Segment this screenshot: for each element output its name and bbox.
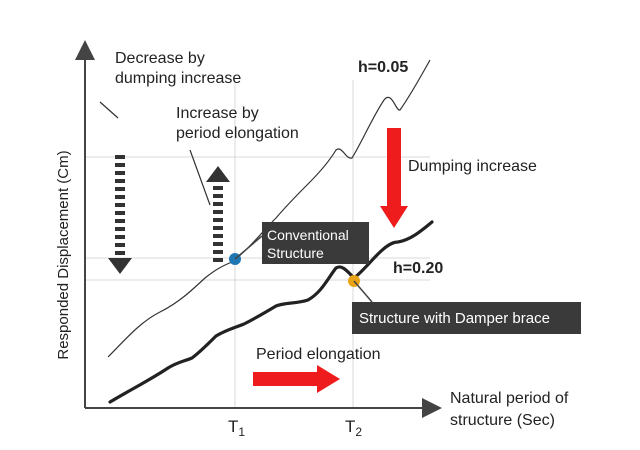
increase-arrow-head bbox=[206, 166, 230, 182]
h-high-label: h=0.20 bbox=[393, 260, 443, 277]
dumping-increase-arrow bbox=[380, 128, 408, 228]
conventional-callout-bg bbox=[262, 222, 369, 264]
dumping-arrow-head bbox=[380, 206, 408, 228]
conventional-leader bbox=[234, 235, 263, 260]
t1-label: T1 bbox=[228, 417, 245, 439]
dumping-increase-label: Dumping increase bbox=[408, 158, 537, 175]
period-arrow-shaft bbox=[253, 372, 319, 386]
y-axis-label: Responded Displacement (Cm) bbox=[55, 150, 72, 359]
period-arrow-head bbox=[317, 365, 340, 393]
curve-h-high bbox=[108, 220, 434, 404]
x-axis-label-line2: structure (Sec) bbox=[450, 412, 555, 429]
dumping-arrow-shaft bbox=[387, 128, 401, 208]
decrease-label-line1: Decrease by bbox=[115, 50, 205, 67]
conventional-callout-line1: Conventional bbox=[267, 227, 349, 243]
h-low-label: h=0.05 bbox=[358, 59, 408, 76]
decrease-label-line2: dumping increase bbox=[115, 70, 241, 87]
t2-label: T2 bbox=[345, 417, 362, 439]
x-axis-label-line1: Natural period of bbox=[450, 390, 569, 407]
period-elongation-label: Period elongation bbox=[256, 346, 381, 363]
conventional-callout: Conventional Structure bbox=[262, 222, 369, 264]
increase-label-line2: period elongation bbox=[176, 125, 299, 142]
decrease-leader bbox=[99, 101, 119, 119]
damper-callout-bg bbox=[352, 302, 581, 334]
damper-callout: Structure with Damper brace bbox=[352, 302, 581, 334]
damper-leader bbox=[353, 280, 373, 303]
conventional-callout-line2: Structure bbox=[267, 245, 324, 261]
increase-leader bbox=[189, 149, 211, 206]
increase-label-line1: Increase by bbox=[176, 105, 259, 122]
period-elongation-arrow bbox=[253, 365, 340, 393]
curve-h-low bbox=[107, 59, 431, 358]
increase-dashed-arrow bbox=[206, 166, 230, 262]
decrease-arrow-head bbox=[108, 258, 132, 274]
decrease-dashed-arrow bbox=[108, 155, 132, 274]
damper-callout-text: Structure with Damper brace bbox=[359, 310, 550, 327]
